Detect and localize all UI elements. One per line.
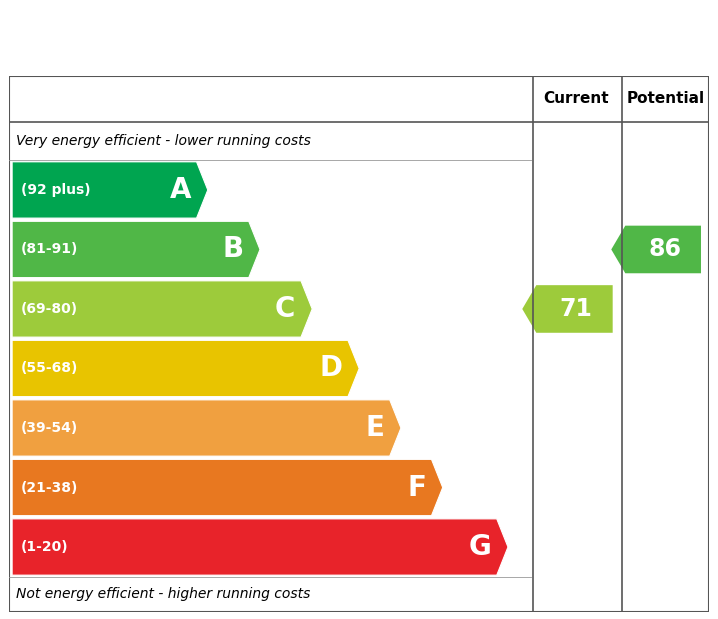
Polygon shape: [12, 281, 312, 337]
Polygon shape: [12, 519, 508, 575]
Text: Current: Current: [544, 92, 609, 106]
Text: Energy Efficiency Rating: Energy Efficiency Rating: [110, 19, 608, 53]
Polygon shape: [12, 222, 260, 277]
Polygon shape: [611, 226, 701, 273]
Text: B: B: [222, 235, 243, 264]
Polygon shape: [12, 162, 208, 218]
Text: (92 plus): (92 plus): [22, 183, 91, 197]
Text: E: E: [365, 414, 384, 442]
Text: (1-20): (1-20): [22, 540, 69, 554]
Text: Potential: Potential: [627, 92, 704, 106]
Polygon shape: [12, 340, 359, 397]
Polygon shape: [12, 459, 443, 516]
Text: (39-54): (39-54): [22, 421, 78, 435]
Polygon shape: [12, 400, 401, 456]
Text: 71: 71: [559, 297, 592, 321]
Text: (69-80): (69-80): [22, 302, 78, 316]
Text: A: A: [169, 176, 191, 204]
Text: D: D: [320, 355, 342, 383]
Text: C: C: [275, 295, 295, 323]
Text: (55-68): (55-68): [22, 361, 78, 376]
Text: Not energy efficient - higher running costs: Not energy efficient - higher running co…: [16, 587, 310, 601]
Text: G: G: [468, 533, 491, 561]
Text: (21-38): (21-38): [22, 480, 78, 495]
Text: (81-91): (81-91): [22, 243, 78, 256]
Text: F: F: [407, 474, 426, 501]
Text: 86: 86: [648, 238, 681, 261]
Text: Very energy efficient - lower running costs: Very energy efficient - lower running co…: [16, 134, 310, 148]
Polygon shape: [522, 285, 612, 333]
